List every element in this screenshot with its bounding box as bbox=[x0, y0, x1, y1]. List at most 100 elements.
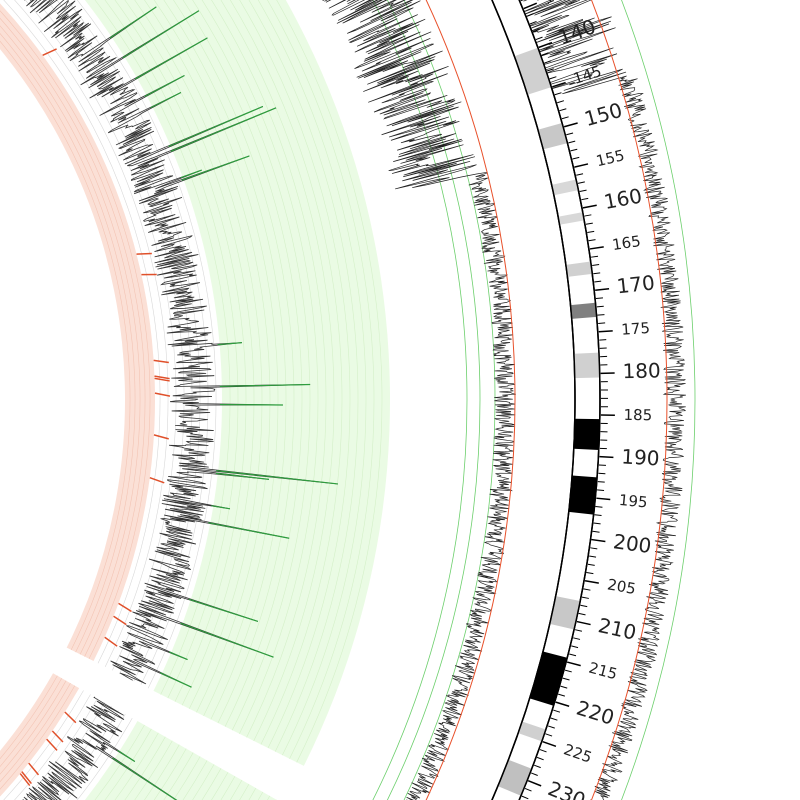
green-ring bbox=[211, 0, 327, 738]
green-spike bbox=[168, 105, 264, 147]
tick-mark bbox=[559, 108, 567, 112]
green-spike bbox=[122, 10, 200, 59]
tick-label: 160 bbox=[602, 183, 644, 214]
red-mark bbox=[154, 392, 171, 397]
red-line bbox=[425, 0, 516, 800]
tick-label: 175 bbox=[621, 319, 651, 339]
green-line bbox=[386, 0, 481, 800]
green-ring bbox=[134, 0, 263, 709]
tick-mark bbox=[530, 772, 538, 776]
tick-mark bbox=[590, 547, 598, 550]
red-mark bbox=[19, 773, 31, 787]
tick-mark bbox=[547, 725, 555, 729]
green-spike bbox=[168, 651, 188, 661]
red-mark bbox=[51, 730, 64, 743]
pink-band bbox=[0, 673, 80, 797]
tick-label: 185 bbox=[623, 406, 652, 424]
tick-mark bbox=[520, 0, 524, 2]
grid-ring bbox=[14, 0, 169, 667]
tick-mark bbox=[592, 530, 600, 533]
tick-mark bbox=[598, 322, 606, 324]
green-spike bbox=[188, 598, 259, 622]
tick-mark bbox=[569, 653, 577, 657]
tick-mark bbox=[597, 481, 605, 483]
green-spike bbox=[215, 472, 270, 480]
pink-ring bbox=[0, 680, 67, 775]
ideogram-band bbox=[549, 596, 581, 630]
red-mark bbox=[153, 434, 169, 440]
tick-mark bbox=[578, 612, 586, 616]
tick-mark bbox=[596, 305, 604, 308]
tick-mark bbox=[563, 122, 578, 128]
red-mark bbox=[104, 636, 118, 647]
ideogram-band bbox=[568, 475, 598, 515]
red-mark bbox=[153, 359, 169, 364]
green-spike bbox=[180, 622, 274, 658]
tick-mark bbox=[592, 264, 600, 266]
grid-ring bbox=[56, 710, 119, 800]
tick-mark bbox=[552, 81, 566, 88]
pink-ring bbox=[0, 17, 146, 657]
green-ring bbox=[144, 0, 271, 713]
green-ring bbox=[94, 0, 231, 695]
ideogram-band bbox=[570, 302, 597, 319]
tick-mark bbox=[542, 740, 557, 748]
tick-mark bbox=[599, 455, 614, 459]
pink-ring bbox=[0, 678, 63, 767]
grid-ring bbox=[24, 698, 98, 800]
green-line bbox=[403, 0, 496, 800]
tick-mark bbox=[553, 709, 561, 713]
tick-mark bbox=[545, 733, 553, 737]
pink-ring bbox=[0, 10, 151, 659]
tick-mark bbox=[574, 163, 589, 168]
green-ring bbox=[257, 0, 367, 756]
tick-mark bbox=[594, 514, 602, 517]
tick-label: 190 bbox=[621, 444, 660, 470]
trace bbox=[322, 0, 516, 800]
tick-label: 140 bbox=[555, 14, 599, 50]
ideogram-band bbox=[518, 721, 546, 742]
tick-mark bbox=[587, 230, 595, 233]
tick-mark bbox=[554, 92, 562, 96]
green-ring bbox=[276, 0, 383, 763]
tick-mark bbox=[524, 787, 532, 792]
ideogram bbox=[491, 0, 601, 800]
tick-mark bbox=[589, 555, 597, 558]
red-line bbox=[590, 0, 668, 800]
tick-mark bbox=[561, 116, 569, 120]
green-ring bbox=[239, 0, 351, 749]
tick-mark bbox=[576, 620, 591, 626]
tick-mark bbox=[562, 677, 570, 681]
ideogram-band bbox=[497, 759, 532, 796]
tick-mark bbox=[523, 2, 538, 10]
tick-mark bbox=[595, 288, 610, 292]
ideogram-band bbox=[537, 122, 568, 150]
tick-mark bbox=[538, 41, 553, 49]
tick-mark bbox=[574, 629, 583, 632]
tick-mark bbox=[555, 701, 570, 707]
tick-mark bbox=[571, 645, 579, 649]
tick-mark bbox=[541, 52, 549, 56]
tick-mark bbox=[595, 297, 604, 300]
tick-label: 170 bbox=[615, 270, 656, 298]
red-mark bbox=[149, 476, 165, 484]
grid-ring bbox=[14, 694, 91, 800]
tick-mark bbox=[566, 132, 574, 136]
grid-ring bbox=[35, 702, 105, 800]
tick-mark bbox=[570, 148, 578, 152]
red-mark bbox=[154, 375, 170, 380]
red-mark bbox=[136, 252, 152, 255]
red-mark bbox=[46, 738, 58, 751]
red-mark bbox=[21, 771, 32, 785]
tick-mark bbox=[568, 140, 576, 144]
pink-ring bbox=[0, 675, 58, 760]
grid-ring bbox=[45, 706, 112, 800]
tick-mark bbox=[521, 795, 529, 800]
red-mark bbox=[118, 602, 132, 613]
tick-mark bbox=[579, 189, 587, 193]
tick-mark bbox=[588, 239, 596, 242]
tick-mark bbox=[589, 246, 604, 250]
green-ring bbox=[124, 0, 255, 706]
green-ring bbox=[163, 0, 287, 720]
green-ring bbox=[267, 0, 375, 759]
